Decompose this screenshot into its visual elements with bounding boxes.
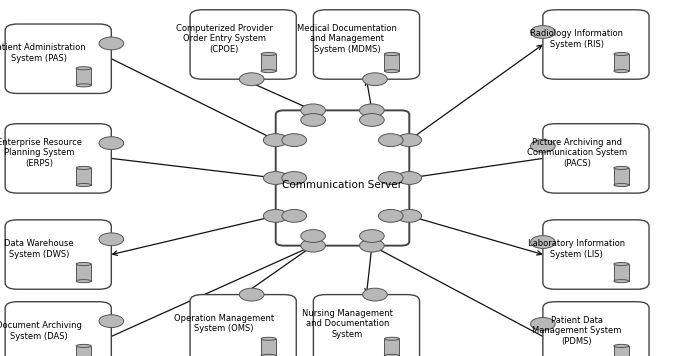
FancyBboxPatch shape — [261, 54, 276, 71]
Text: Nursing Management
and Documentation
System: Nursing Management and Documentation Sys… — [302, 309, 393, 339]
Ellipse shape — [76, 183, 91, 187]
FancyBboxPatch shape — [543, 220, 649, 289]
Ellipse shape — [614, 166, 629, 169]
Circle shape — [282, 134, 306, 147]
Text: Enterprise Resource
Planning System
(ERPS): Enterprise Resource Planning System (ERP… — [0, 138, 82, 168]
Circle shape — [360, 239, 384, 252]
FancyBboxPatch shape — [543, 124, 649, 193]
Circle shape — [99, 315, 123, 328]
FancyBboxPatch shape — [5, 220, 111, 289]
Ellipse shape — [261, 337, 276, 340]
Ellipse shape — [384, 354, 399, 356]
Text: Radiology Information
System (RIS): Radiology Information System (RIS) — [530, 29, 623, 49]
FancyBboxPatch shape — [190, 295, 296, 356]
Circle shape — [362, 73, 387, 86]
Ellipse shape — [614, 183, 629, 187]
Ellipse shape — [261, 354, 276, 356]
Circle shape — [263, 172, 288, 184]
Circle shape — [99, 137, 123, 150]
Ellipse shape — [384, 69, 399, 73]
Ellipse shape — [76, 166, 91, 169]
Ellipse shape — [76, 262, 91, 266]
Ellipse shape — [614, 69, 629, 73]
Text: Patient Administration
System (PAS): Patient Administration System (PAS) — [0, 43, 86, 63]
Ellipse shape — [76, 344, 91, 347]
Text: Document Archiving
System (DAS): Document Archiving System (DAS) — [0, 321, 82, 341]
FancyBboxPatch shape — [614, 168, 629, 185]
Text: Patient Data
Management System
(PDMS): Patient Data Management System (PDMS) — [532, 316, 621, 346]
FancyBboxPatch shape — [261, 339, 276, 356]
Circle shape — [301, 114, 325, 126]
FancyBboxPatch shape — [76, 346, 91, 356]
Ellipse shape — [76, 84, 91, 87]
Ellipse shape — [384, 337, 399, 340]
Circle shape — [263, 209, 288, 222]
Circle shape — [360, 104, 384, 117]
Circle shape — [378, 172, 403, 184]
Ellipse shape — [614, 344, 629, 347]
Circle shape — [378, 134, 403, 147]
Ellipse shape — [76, 67, 91, 70]
FancyBboxPatch shape — [5, 124, 111, 193]
FancyBboxPatch shape — [384, 339, 399, 356]
FancyBboxPatch shape — [614, 264, 629, 281]
Text: Laboratory Information
System (LIS): Laboratory Information System (LIS) — [528, 239, 625, 259]
Circle shape — [360, 114, 384, 126]
Ellipse shape — [76, 279, 91, 283]
FancyBboxPatch shape — [543, 10, 649, 79]
Circle shape — [301, 230, 325, 242]
Circle shape — [530, 236, 556, 248]
Ellipse shape — [614, 279, 629, 283]
FancyBboxPatch shape — [614, 54, 629, 71]
Circle shape — [362, 288, 387, 301]
Text: Picture Archiving and
Communication System
(PACS): Picture Archiving and Communication Syst… — [527, 138, 627, 168]
Ellipse shape — [614, 52, 629, 56]
Text: Data Warehouse
System (DWS): Data Warehouse System (DWS) — [4, 239, 74, 259]
Text: Communication Server: Communication Server — [282, 180, 403, 190]
Ellipse shape — [261, 52, 276, 56]
FancyBboxPatch shape — [313, 10, 419, 79]
FancyBboxPatch shape — [76, 68, 91, 85]
FancyBboxPatch shape — [275, 110, 409, 246]
FancyBboxPatch shape — [5, 24, 111, 94]
Circle shape — [99, 37, 123, 50]
Circle shape — [282, 209, 306, 222]
FancyBboxPatch shape — [384, 54, 399, 71]
Circle shape — [360, 230, 384, 242]
Ellipse shape — [614, 262, 629, 266]
Circle shape — [282, 172, 306, 184]
FancyBboxPatch shape — [5, 302, 111, 356]
Circle shape — [301, 104, 325, 117]
Circle shape — [397, 209, 421, 222]
FancyBboxPatch shape — [614, 346, 629, 356]
Circle shape — [530, 26, 556, 38]
FancyBboxPatch shape — [313, 295, 419, 356]
Circle shape — [263, 134, 288, 147]
Circle shape — [530, 318, 556, 330]
Circle shape — [397, 172, 421, 184]
Circle shape — [99, 233, 123, 246]
FancyBboxPatch shape — [190, 10, 296, 79]
Text: Operation Management
System (OMS): Operation Management System (OMS) — [174, 314, 274, 334]
Circle shape — [301, 239, 325, 252]
Ellipse shape — [261, 69, 276, 73]
Circle shape — [378, 209, 403, 222]
FancyBboxPatch shape — [76, 264, 91, 281]
FancyBboxPatch shape — [76, 168, 91, 185]
Text: Medical Documentation
and Management
System (MDMS): Medical Documentation and Management Sys… — [297, 24, 397, 54]
Circle shape — [397, 134, 421, 147]
Circle shape — [239, 73, 264, 86]
Text: Computerized Provider
Order Entry System
(CPOE): Computerized Provider Order Entry System… — [175, 24, 273, 54]
Circle shape — [239, 288, 264, 301]
Ellipse shape — [384, 52, 399, 56]
Circle shape — [530, 140, 556, 152]
FancyBboxPatch shape — [543, 302, 649, 356]
